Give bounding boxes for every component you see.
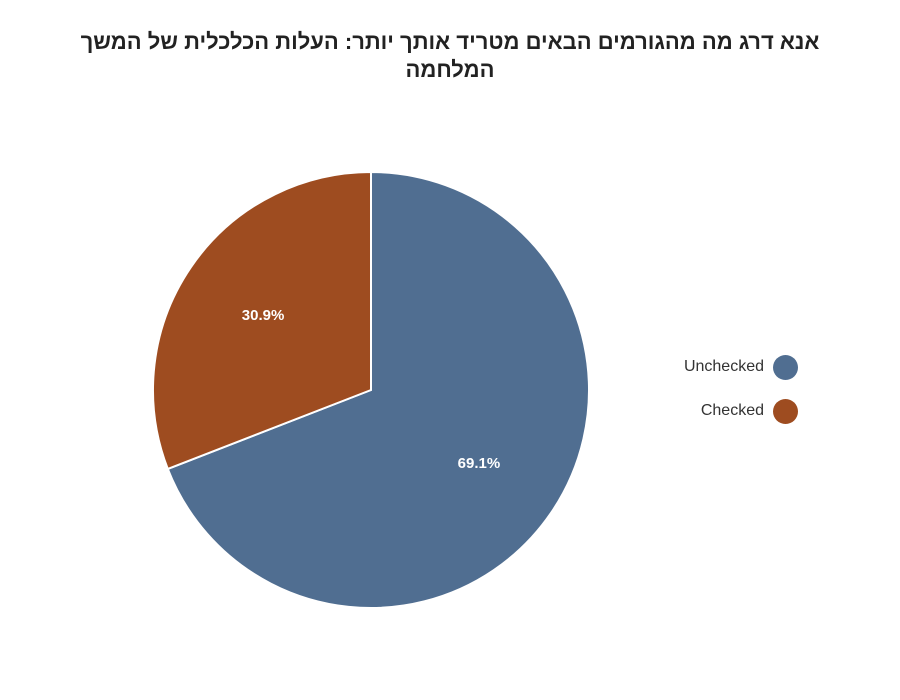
legend-swatch — [773, 354, 798, 380]
legend-label: Unchecked — [683, 358, 764, 375]
legend-item-unchecked[interactable]: Unchecked — [684, 354, 798, 380]
legend-swatch — [773, 398, 798, 424]
legend-item-checked[interactable]: Checked — [684, 398, 798, 424]
legend: Unchecked Checked — [684, 354, 798, 442]
legend-label: Checked — [700, 402, 764, 419]
pie-slice-unchecked[interactable] — [166, 170, 590, 609]
pie-slice-label: 69.1% — [458, 455, 501, 472]
pie-slice-label: 30.9% — [242, 307, 285, 324]
chart-title: אנא דרג מה מהגורמים הבאים מטריד אותך יות… — [80, 29, 820, 82]
pie-slice-checked[interactable] — [152, 170, 372, 471]
